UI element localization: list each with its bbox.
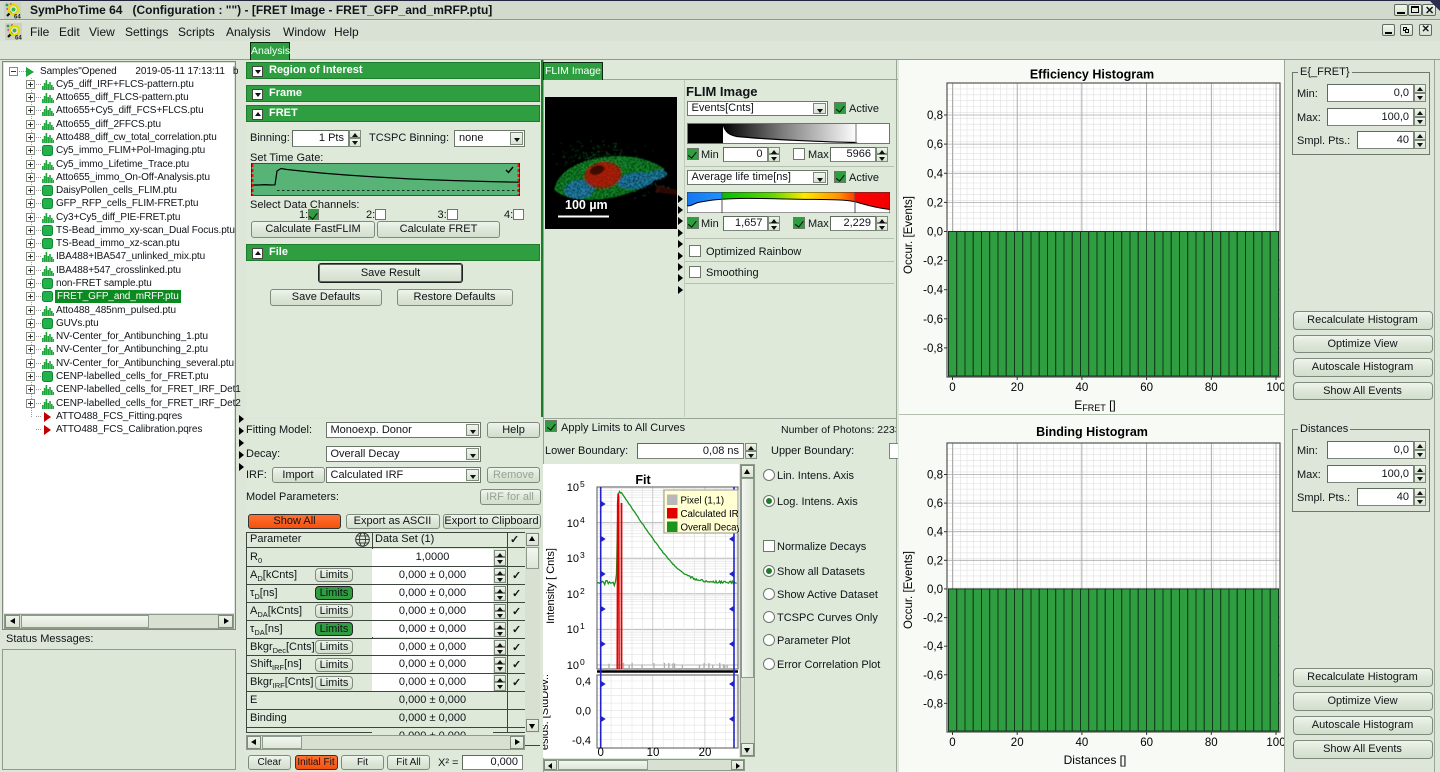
- svg-text:0: 0: [949, 382, 955, 394]
- svg-text:-0,6: -0,6: [923, 670, 943, 682]
- svg-text:-0,8: -0,8: [923, 698, 943, 710]
- svg-text:2: 2: [580, 586, 585, 596]
- svg-text:10: 10: [567, 518, 579, 530]
- svg-text:0,2: 0,2: [927, 555, 943, 567]
- svg-text:0,8: 0,8: [927, 470, 943, 482]
- svg-text:0,4: 0,4: [576, 676, 591, 688]
- svg-text:3: 3: [580, 550, 585, 560]
- svg-text:10: 10: [567, 624, 579, 636]
- svg-text:10: 10: [567, 589, 579, 601]
- svg-text:Calculated IRF: Calculated IRF: [681, 509, 740, 520]
- svg-text:0,6: 0,6: [927, 139, 943, 151]
- svg-text:0: 0: [949, 737, 955, 749]
- svg-text:20: 20: [1011, 382, 1024, 394]
- svg-text:10: 10: [567, 553, 579, 565]
- svg-text:-0,4: -0,4: [923, 285, 943, 297]
- svg-text:esids. [StdDev.:: esids. [StdDev.:: [543, 674, 551, 750]
- svg-text:-0,8: -0,8: [923, 343, 943, 355]
- svg-text:64: 64: [14, 15, 21, 20]
- svg-text:10: 10: [567, 482, 579, 494]
- svg-text:0: 0: [597, 747, 603, 758]
- svg-text:40: 40: [1076, 737, 1089, 749]
- svg-text:20: 20: [1011, 737, 1024, 749]
- svg-text:0,0: 0,0: [927, 227, 943, 239]
- svg-text:0,4: 0,4: [927, 527, 944, 539]
- svg-text:-0,6: -0,6: [923, 314, 943, 326]
- svg-text:100 µm: 100 µm: [565, 198, 608, 212]
- svg-text:100: 100: [1266, 382, 1284, 394]
- svg-text:Distances []: Distances []: [1064, 753, 1127, 767]
- svg-text:Efficiency Histogram: Efficiency Histogram: [1030, 68, 1154, 82]
- svg-text:Binding Histogram: Binding Histogram: [1036, 425, 1148, 439]
- svg-text:1: 1: [580, 621, 585, 631]
- svg-text:-0,4: -0,4: [923, 641, 943, 653]
- svg-text:80: 80: [1205, 737, 1218, 749]
- svg-text:60: 60: [1140, 737, 1153, 749]
- svg-text:Intensity [ Cnts]: Intensity [ Cnts]: [545, 548, 557, 624]
- svg-text:0,4: 0,4: [927, 168, 944, 180]
- svg-text:10: 10: [567, 660, 579, 672]
- svg-text:0,0: 0,0: [927, 584, 943, 596]
- svg-text:0,2: 0,2: [927, 197, 943, 209]
- svg-text:Occur. [Events]: Occur. [Events]: [903, 196, 915, 274]
- svg-text:60: 60: [1140, 382, 1153, 394]
- svg-text:20: 20: [699, 747, 712, 758]
- svg-text:Occur. [Events]: Occur. [Events]: [903, 551, 915, 629]
- svg-text:Pixel (1,1): Pixel (1,1): [681, 496, 725, 507]
- svg-text:80: 80: [1205, 382, 1218, 394]
- svg-text:40: 40: [1076, 382, 1089, 394]
- svg-text:5: 5: [580, 479, 585, 489]
- svg-text:0,8: 0,8: [927, 110, 943, 122]
- svg-text:100: 100: [1266, 737, 1284, 749]
- svg-text:-0,2: -0,2: [923, 256, 943, 268]
- svg-text:-0,2: -0,2: [923, 613, 943, 625]
- svg-text:10: 10: [647, 747, 660, 758]
- svg-text:0,6: 0,6: [927, 498, 943, 510]
- svg-text:64: 64: [15, 36, 22, 41]
- svg-text:0,0: 0,0: [576, 706, 591, 718]
- svg-text:-0,4: -0,4: [572, 735, 591, 747]
- svg-text:Overall Decay: Overall Decay: [681, 523, 740, 534]
- svg-text:Fit: Fit: [635, 473, 651, 487]
- svg-text:4: 4: [580, 515, 585, 525]
- svg-text:0: 0: [580, 657, 585, 667]
